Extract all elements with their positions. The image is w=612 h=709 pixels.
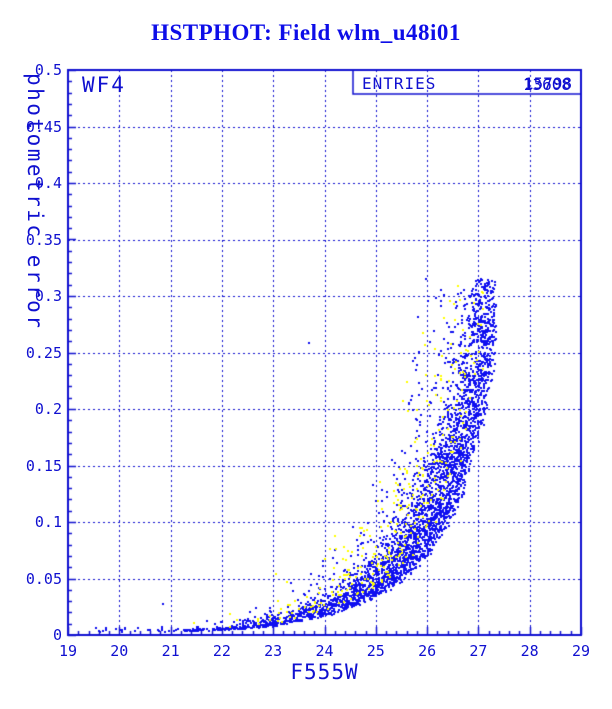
entries-stat-label: ENTRIES (362, 74, 437, 93)
x-tick-label: 24 (315, 642, 334, 660)
x-tick-label: 23 (264, 642, 283, 660)
y-tick-label: 0.2 (34, 400, 62, 418)
x-tick-label: 29 (571, 642, 591, 660)
y-tick-label: 0.3 (34, 287, 62, 305)
entries-value-2: 13608 (522, 75, 571, 94)
y-tick-label: 0.05 (25, 569, 62, 588)
x-tick-label: 21 (161, 642, 180, 660)
y-tick-label: 0.4 (34, 174, 62, 192)
entries-stat-values: 15798 13608 (512, 74, 572, 94)
x-tick-label: 25 (366, 642, 385, 660)
y-tick-label: 0 (52, 626, 62, 644)
x-tick-label: 27 (469, 642, 488, 660)
x-tick-label: 20 (110, 642, 129, 660)
x-tick-label: 19 (58, 642, 78, 660)
x-axis-title: F555W (290, 660, 359, 684)
page-title: HSTPHOT: Field wlm_u48i01 (151, 20, 461, 45)
x-tick-label: 26 (418, 642, 437, 660)
y-tick-label: 0.15 (25, 456, 62, 475)
y-tick-label: 0.45 (25, 117, 62, 136)
detector-panel-label: WF4 (82, 73, 126, 97)
entries-value-1: 15798 (523, 74, 572, 93)
y-tick-label: 0.5 (34, 61, 62, 79)
y-tick-label: 0.1 (34, 513, 62, 531)
y-tick-label: 0.35 (25, 230, 62, 249)
y-tick-label: 0.25 (25, 343, 62, 362)
x-tick-label: 28 (520, 642, 539, 660)
x-tick-label: 22 (212, 642, 231, 660)
